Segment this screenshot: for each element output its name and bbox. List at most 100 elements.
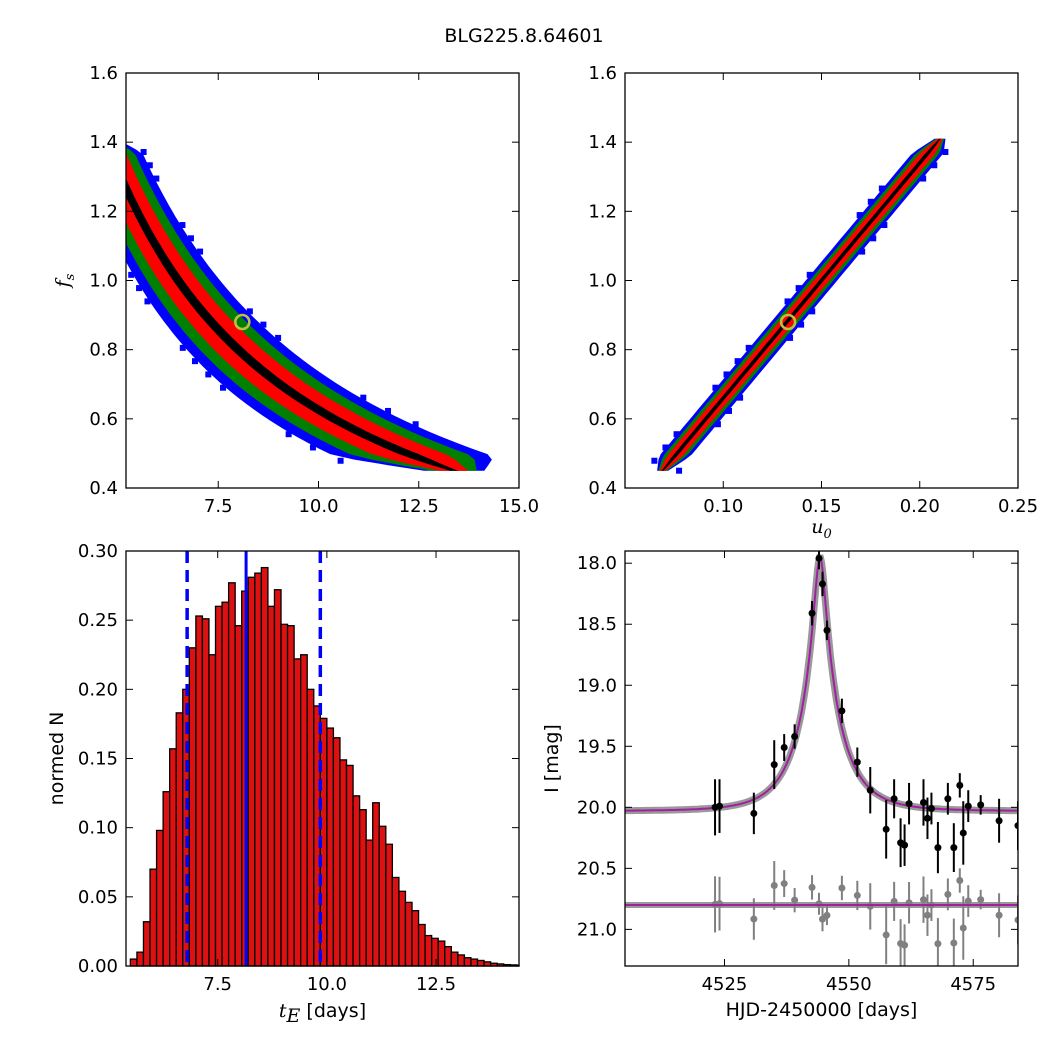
histogram-bar bbox=[286, 625, 295, 967]
data-point bbox=[944, 795, 952, 803]
posterior-pixel bbox=[275, 334, 282, 341]
posterior-pixel bbox=[726, 407, 733, 414]
y-tick-label: 21.0 bbox=[577, 919, 617, 940]
y-tick-label: 0.30 bbox=[78, 541, 118, 562]
posterior-pixel bbox=[859, 248, 866, 255]
histogram-bar bbox=[136, 951, 145, 967]
posterior-pixel bbox=[870, 235, 877, 242]
model-curve bbox=[625, 556, 1018, 812]
data-point bbox=[905, 800, 913, 808]
y-tick-label: 0.10 bbox=[78, 818, 118, 839]
posterior-pixel bbox=[942, 148, 949, 155]
posterior-pixel bbox=[867, 198, 874, 205]
posterior-pixel bbox=[662, 444, 669, 451]
histogram-bar bbox=[385, 843, 394, 967]
y-tick-label: 0.00 bbox=[78, 956, 118, 977]
data-point bbox=[815, 554, 823, 562]
y-tick-label: 1.6 bbox=[89, 63, 118, 84]
histogram-bar bbox=[260, 566, 269, 967]
posterior-pixel bbox=[197, 248, 204, 255]
posterior-pixel bbox=[723, 371, 730, 378]
data-point bbox=[818, 580, 826, 588]
histogram-bar bbox=[149, 868, 158, 967]
data-point bbox=[890, 795, 898, 803]
y-tick-label: 1.6 bbox=[588, 63, 617, 84]
histogram-bar bbox=[169, 748, 177, 967]
histogram-bar bbox=[470, 958, 479, 967]
posterior-pixel bbox=[806, 271, 813, 278]
data-point bbox=[716, 802, 724, 810]
histogram-bar bbox=[227, 582, 236, 967]
histogram-bar bbox=[162, 791, 171, 967]
posterior-pixel bbox=[144, 298, 151, 305]
data-point bbox=[823, 626, 831, 634]
y-tick-label: 0.6 bbox=[588, 409, 617, 430]
residual-point bbox=[1014, 916, 1018, 924]
histogram-bar bbox=[339, 759, 348, 967]
residual-point bbox=[901, 941, 909, 949]
panel-light-curve: 4525 4550 4575 18.0 18.5 19.0 19.5 20.0 20.5 21.0… bbox=[541, 550, 1019, 1021]
panel-tE-histogram: 7.5 10.0 12.5 0.00 0.05 0.10 0.15 0.20 0.25 0.30 t… bbox=[46, 541, 520, 1027]
histogram-bar bbox=[437, 940, 446, 967]
posterior-pixel bbox=[809, 308, 816, 315]
data-point bbox=[853, 758, 861, 766]
data-point bbox=[838, 707, 846, 715]
x-tick-label: 0.10 bbox=[703, 496, 743, 517]
histogram-bar bbox=[175, 712, 184, 967]
x-axis-label: HJD-2450000 [days] bbox=[726, 999, 918, 1021]
data-point bbox=[808, 609, 816, 617]
posterior-pixel bbox=[260, 321, 267, 328]
posterior-pixel bbox=[920, 175, 927, 182]
posterior-pixel bbox=[153, 175, 160, 182]
histogram-bar bbox=[306, 688, 315, 967]
histogram-bar bbox=[332, 737, 341, 967]
x-tick-label: 7.5 bbox=[203, 974, 232, 995]
histogram-bar bbox=[345, 764, 354, 967]
posterior-pixel bbox=[795, 285, 802, 292]
residual-point bbox=[838, 884, 846, 892]
region-inner bbox=[126, 154, 469, 471]
data-point bbox=[959, 829, 967, 837]
data-point bbox=[995, 817, 1003, 825]
y-axis-label: I [mag] bbox=[541, 724, 563, 793]
posterior-pixel bbox=[88, 186, 94, 192]
posterior-pixel bbox=[385, 407, 392, 414]
y-tick-label: 1.4 bbox=[89, 132, 118, 153]
posterior-pixel bbox=[798, 321, 805, 328]
posterior-pixel bbox=[191, 358, 198, 365]
histogram-bar bbox=[195, 615, 204, 967]
data-point bbox=[977, 801, 985, 809]
histogram-bar bbox=[424, 934, 433, 967]
residual-point bbox=[770, 881, 778, 889]
posterior-pixel bbox=[220, 384, 227, 391]
residual-point bbox=[956, 877, 964, 885]
posterior-pixel bbox=[412, 421, 419, 428]
histogram-bar bbox=[463, 957, 472, 967]
residual-point bbox=[716, 900, 724, 908]
y-axis-label: normed N bbox=[46, 712, 68, 806]
histogram-bar bbox=[365, 839, 374, 967]
histogram-bar bbox=[391, 876, 400, 967]
posterior-pixel bbox=[931, 162, 938, 169]
histogram-bar bbox=[201, 618, 210, 967]
data-point bbox=[927, 805, 935, 813]
y-tick-label: 19.0 bbox=[577, 675, 617, 696]
posterior-pixel bbox=[712, 384, 719, 391]
posterior-pixel bbox=[651, 457, 658, 464]
data-point bbox=[901, 841, 909, 849]
panel-fs-vs-u0: 0.10 0.15 0.20 0.25 0.4 0.6 0.8 1.0 1.2 1.4 1.6 u0 bbox=[588, 63, 1038, 542]
data-point bbox=[882, 825, 890, 833]
y-tick-label: 18.0 bbox=[577, 553, 617, 574]
y-tick-label: 1.4 bbox=[588, 132, 617, 153]
residual-point bbox=[866, 902, 874, 910]
residual-point bbox=[890, 897, 898, 905]
histogram-bar bbox=[267, 605, 276, 967]
residual-point bbox=[791, 896, 799, 904]
x-tick-label: 15.0 bbox=[499, 496, 539, 517]
y-tick-label: 1.0 bbox=[588, 271, 617, 292]
posterior-map bbox=[651, 138, 949, 474]
data-point bbox=[780, 744, 788, 752]
histogram-bar bbox=[404, 901, 413, 967]
histogram-bar bbox=[129, 958, 138, 967]
posterior-pixel bbox=[179, 222, 186, 229]
